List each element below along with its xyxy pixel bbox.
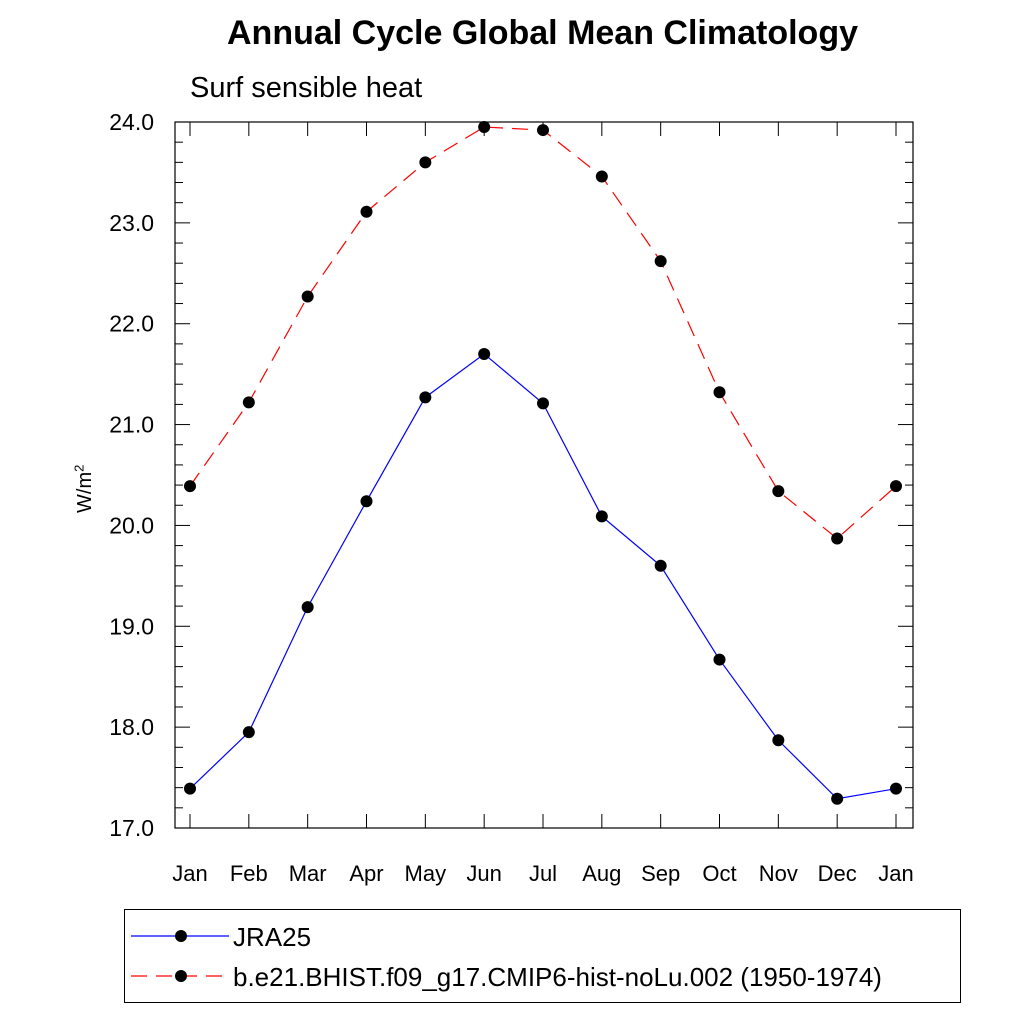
data-point-series-1 — [772, 485, 785, 498]
chart-title: Annual Cycle Global Mean Climatology — [227, 14, 858, 52]
data-point-series-1 — [537, 124, 549, 137]
data-point-series-1 — [242, 396, 255, 409]
legend-swatch-jra25 — [131, 930, 229, 942]
data-point-series-1 — [419, 156, 432, 169]
data-point-series-1 — [360, 205, 373, 218]
data-point-series-1 — [595, 170, 608, 183]
plot-frame — [174, 121, 914, 829]
x-tick-label: Apr — [349, 861, 383, 886]
x-tick-label: Oct — [702, 861, 736, 886]
y-tick-label: 23.0 — [109, 210, 154, 236]
legend-label-jra25: JRA25 — [233, 922, 312, 952]
x-tick-label: Mar — [289, 861, 327, 886]
data-point-series-0 — [772, 734, 785, 747]
y-tick-label: 18.0 — [109, 714, 154, 740]
x-tick-label: Aug — [582, 861, 621, 886]
y-tick-label: 24.0 — [109, 109, 154, 135]
x-tick-label: Dec — [818, 861, 857, 886]
data-point-series-0 — [595, 510, 608, 523]
x-tick-label: Sep — [641, 861, 680, 886]
data-point-series-1 — [831, 532, 844, 545]
data-point-series-0 — [360, 495, 373, 508]
y-tick-label: 17.0 — [109, 815, 154, 841]
data-point-series-0 — [831, 792, 844, 805]
x-tick-label: Jan — [878, 861, 913, 886]
data-point-series-1 — [184, 480, 196, 493]
data-point-series-1 — [713, 386, 726, 399]
line-chart: 17.0 18.0 19.0 20.0 21.0 22.0 23.0 24.0 Jan Feb Ma… — [109, 109, 914, 886]
x-tick-label: Feb — [230, 861, 268, 886]
legend-marker-jra25 — [175, 930, 187, 942]
series-line-1 — [189, 126, 897, 540]
data-point-series-1 — [478, 121, 491, 134]
legend-marker-cmip6 — [175, 970, 187, 982]
data-point-series-0 — [713, 653, 726, 666]
y-tick-label: 21.0 — [109, 412, 154, 438]
data-point-series-1 — [301, 290, 314, 303]
data-point-series-0 — [242, 726, 255, 739]
x-tick-label: Jan — [172, 861, 207, 886]
series-line-0 — [189, 353, 897, 800]
data-point-series-1 — [890, 480, 902, 493]
data-point-series-0 — [301, 601, 314, 614]
legend-label-cmip6: b.e21.BHIST.f09_g17.CMIP6-hist-noLu.002 … — [233, 962, 882, 992]
y-tick-label: 20.0 — [109, 512, 154, 538]
x-tick-label: Jun — [466, 861, 501, 886]
data-point-series-0 — [184, 782, 196, 795]
data-point-series-0 — [654, 559, 667, 572]
legend: JRA25 b.e21.BHIST.f09_g17.CMIP6-hist-noL… — [124, 909, 961, 1003]
data-point-series-1 — [654, 255, 667, 268]
legend-item-jra25: JRA25 — [125, 916, 960, 956]
legend-item-cmip6: b.e21.BHIST.f09_g17.CMIP6-hist-noLu.002 … — [125, 956, 960, 996]
data-point-series-0 — [478, 347, 491, 360]
chart-subtitle: Surf sensible heat — [190, 72, 423, 104]
y-tick-label: 19.0 — [109, 613, 154, 639]
data-point-series-0 — [537, 397, 549, 410]
y-tick-label: 22.0 — [109, 311, 154, 337]
x-tick-label: Nov — [759, 861, 798, 886]
x-tick-label: May — [405, 861, 447, 886]
legend-swatch-cmip6 — [131, 970, 229, 982]
data-point-series-0 — [419, 391, 432, 404]
data-point-series-0 — [890, 782, 902, 795]
x-tick-label: Jul — [529, 861, 557, 886]
